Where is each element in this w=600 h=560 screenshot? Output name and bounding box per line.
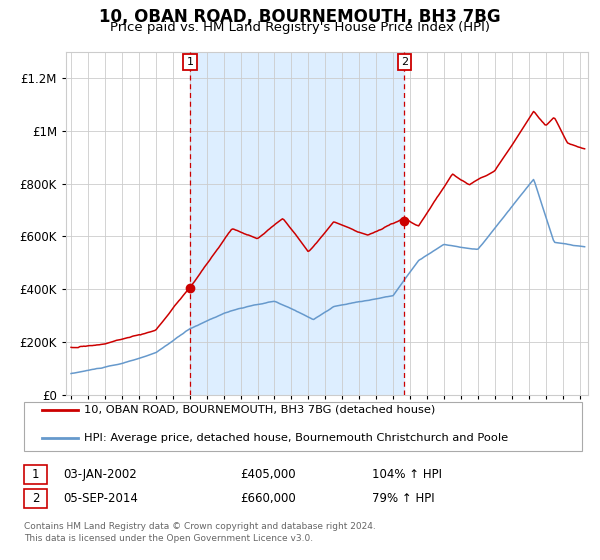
Text: £660,000: £660,000	[240, 492, 296, 506]
Text: Contains HM Land Registry data © Crown copyright and database right 2024.: Contains HM Land Registry data © Crown c…	[24, 522, 376, 531]
Text: 1: 1	[187, 57, 193, 67]
Text: This data is licensed under the Open Government Licence v3.0.: This data is licensed under the Open Gov…	[24, 534, 313, 543]
Text: 03-JAN-2002: 03-JAN-2002	[63, 468, 137, 482]
Text: 79% ↑ HPI: 79% ↑ HPI	[372, 492, 434, 506]
Text: 2: 2	[32, 492, 39, 506]
Text: 05-SEP-2014: 05-SEP-2014	[63, 492, 138, 506]
Text: HPI: Average price, detached house, Bournemouth Christchurch and Poole: HPI: Average price, detached house, Bour…	[84, 433, 508, 444]
Text: 10, OBAN ROAD, BOURNEMOUTH, BH3 7BG: 10, OBAN ROAD, BOURNEMOUTH, BH3 7BG	[99, 8, 501, 26]
Text: 10, OBAN ROAD, BOURNEMOUTH, BH3 7BG (detached house): 10, OBAN ROAD, BOURNEMOUTH, BH3 7BG (det…	[84, 405, 435, 415]
Text: 2: 2	[401, 57, 408, 67]
Text: 1: 1	[32, 468, 39, 482]
Bar	[190, 52, 404, 395]
Text: 104% ↑ HPI: 104% ↑ HPI	[372, 468, 442, 482]
Text: £405,000: £405,000	[240, 468, 296, 482]
Text: Price paid vs. HM Land Registry's House Price Index (HPI): Price paid vs. HM Land Registry's House …	[110, 21, 490, 34]
